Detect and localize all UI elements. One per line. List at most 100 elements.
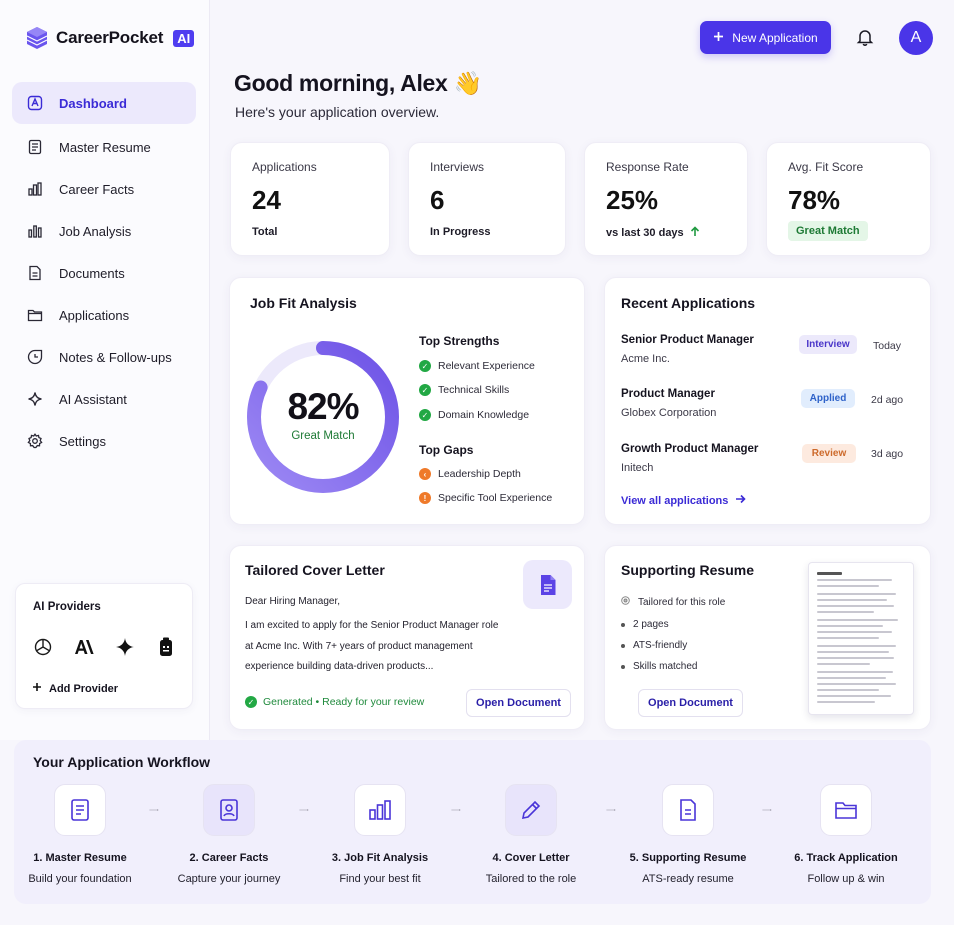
- sidebar-item-label: Career Facts: [59, 181, 135, 197]
- openai-icon[interactable]: [32, 636, 53, 657]
- arrow-right-icon: [451, 809, 461, 811]
- notification-bell-icon[interactable]: [856, 28, 874, 46]
- target-icon: [621, 596, 630, 608]
- career-facts-icon: [26, 180, 44, 198]
- gap-item: ‹ Leadership Depth: [419, 468, 521, 480]
- sidebar-item-label: AI Assistant: [59, 391, 127, 407]
- application-role[interactable]: Senior Product Manager: [621, 334, 754, 346]
- application-role[interactable]: Growth Product Manager: [621, 443, 759, 455]
- plus-icon: [713, 31, 724, 45]
- sidebar-item-label: Applications: [59, 307, 130, 323]
- provider-icons: [32, 636, 176, 657]
- supporting-resume-card: Supporting Resume Tailored for this role…: [604, 545, 931, 730]
- generation-status: ✓ Generated • Ready for your review: [245, 696, 424, 708]
- sidebar-item-documents[interactable]: Documents: [12, 252, 196, 294]
- donut-arc: [247, 341, 399, 493]
- add-provider-button[interactable]: Add Provider: [32, 682, 118, 695]
- gap-label: Leadership Depth: [438, 468, 521, 480]
- sidebar-item-label: Settings: [59, 433, 106, 449]
- add-provider-label: Add Provider: [49, 682, 119, 695]
- sidebar-item-job-analysis[interactable]: Job Analysis: [12, 210, 196, 252]
- resume-preview-thumbnail[interactable]: [808, 562, 914, 715]
- bar-chart-icon: [354, 784, 406, 836]
- donut-center: 82% Great Match: [244, 386, 402, 442]
- application-company: Initech: [621, 462, 654, 474]
- sidebar-item-label: Documents: [59, 265, 125, 281]
- sidebar-item-settings[interactable]: Settings: [12, 420, 196, 462]
- arrow-right-icon: [606, 809, 616, 811]
- anthropic-icon[interactable]: [73, 636, 94, 657]
- sidebar-item-ai-assistant[interactable]: AI Assistant: [12, 378, 196, 420]
- arrow-right-icon: [735, 494, 747, 507]
- workflow-step-master-resume[interactable]: 1. Master Resume Build your foundation: [0, 784, 160, 885]
- stat-card-response-rate[interactable]: Response Rate 25% vs last 30 days: [584, 142, 748, 256]
- notes-icon: [26, 348, 44, 366]
- resume-feature-label: Tailored for this role: [638, 596, 726, 608]
- arrow-up-icon: [690, 226, 700, 240]
- sidebar-item-notes[interactable]: Notes & Follow-ups: [12, 336, 196, 378]
- sidebar-item-label: Master Resume: [59, 139, 151, 155]
- sidebar-item-label: Notes & Follow-ups: [59, 349, 172, 365]
- stat-card-interviews[interactable]: Interviews 6 In Progress: [408, 142, 566, 256]
- bar-chart-icon: [26, 222, 44, 240]
- sidebar-item-career-facts[interactable]: Career Facts: [12, 168, 196, 210]
- strength-label: Domain Knowledge: [438, 409, 530, 421]
- warning-icon: ‹: [419, 468, 431, 480]
- recent-applications-card: Recent Applications Senior Product Manag…: [604, 277, 931, 525]
- gaps-title: Top Gaps: [419, 443, 474, 457]
- avatar[interactable]: A: [899, 21, 933, 55]
- new-application-button[interactable]: New Application: [700, 21, 831, 54]
- open-cover-letter-button[interactable]: Open Document: [466, 689, 571, 717]
- open-resume-button[interactable]: Open Document: [638, 689, 743, 717]
- resume-feature: 2 pages: [621, 619, 669, 630]
- letter-line: Dear Hiring Manager,: [245, 596, 341, 607]
- gap-label: Specific Tool Experience: [438, 492, 553, 504]
- local-model-icon[interactable]: [155, 636, 176, 657]
- step-name: 6. Track Application: [794, 852, 898, 864]
- sidebar-item-master-resume[interactable]: Master Resume: [12, 126, 196, 168]
- step-name: 1. Master Resume: [33, 852, 127, 864]
- gear-icon: [26, 432, 44, 450]
- brand[interactable]: CareerPocket AI: [26, 26, 195, 50]
- document-icon: [26, 264, 44, 282]
- gemini-icon[interactable]: [114, 636, 135, 657]
- workflow-step-track-application[interactable]: 6. Track Application Follow up & win: [766, 784, 926, 885]
- application-role[interactable]: Product Manager: [621, 388, 715, 400]
- strength-item: ✓ Technical Skills: [419, 384, 509, 396]
- sidebar: CareerPocket AI Dashboard Master Resume: [0, 0, 210, 740]
- strength-item: ✓ Relevant Experience: [419, 360, 535, 372]
- arrow-right-icon: [149, 809, 159, 811]
- bullet: [621, 664, 625, 669]
- ai-providers-title: AI Providers: [33, 601, 101, 613]
- workflow-step-supporting-resume[interactable]: 5. Supporting Resume ATS-ready resume: [608, 784, 768, 885]
- job-fit-title: Job Fit Analysis: [250, 295, 357, 311]
- workflow-step-cover-letter[interactable]: 4. Cover Letter Tailored to the role: [451, 784, 611, 885]
- step-name: 2. Career Facts: [189, 852, 269, 864]
- document-icon: [662, 784, 714, 836]
- alert-icon: !: [419, 492, 431, 504]
- stat-sub: Great Match: [788, 221, 868, 241]
- stat-card-avg-fit[interactable]: Avg. Fit Score 78% Great Match: [766, 142, 931, 256]
- strength-label: Relevant Experience: [438, 360, 535, 372]
- view-all-applications-link[interactable]: View all applications: [621, 494, 747, 507]
- fit-score-label: Great Match: [291, 430, 355, 442]
- resume-feature: Skills matched: [621, 661, 697, 672]
- workflow-step-job-fit[interactable]: 3. Job Fit Analysis Find your best fit: [300, 784, 460, 885]
- stat-card-applications[interactable]: Applications 24 Total: [230, 142, 390, 256]
- pen-icon: [505, 784, 557, 836]
- stat-sub-trend: vs last 30 days: [606, 226, 700, 240]
- stat-value: 78%: [788, 185, 841, 215]
- cover-letter-title: Tailored Cover Letter: [245, 562, 385, 578]
- folder-icon: [820, 784, 872, 836]
- view-all-label: View all applications: [621, 494, 729, 507]
- sidebar-item-applications[interactable]: Applications: [12, 294, 196, 336]
- stat-sub: In Progress: [430, 226, 491, 238]
- step-desc: Build your foundation: [28, 873, 132, 885]
- sidebar-item-dashboard[interactable]: Dashboard: [12, 82, 196, 124]
- step-name: 4. Cover Letter: [492, 852, 570, 864]
- resume-feature-label: 2 pages: [633, 619, 669, 630]
- page-title: Good morning, Alex 👋: [234, 70, 482, 96]
- stat-sub-text: vs last 30 days: [606, 227, 684, 239]
- workflow-step-career-facts[interactable]: 2. Career Facts Capture your journey: [149, 784, 309, 885]
- check-icon: ✓: [419, 360, 431, 372]
